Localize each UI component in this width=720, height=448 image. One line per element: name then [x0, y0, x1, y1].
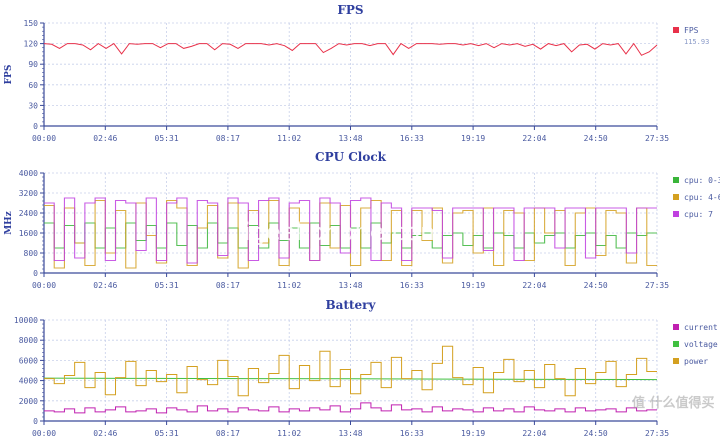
series-line-cpu-7	[44, 197, 657, 264]
x-tick-label: 19:19	[461, 134, 485, 143]
y-tick-label: 2400	[19, 209, 38, 218]
chart-title: Battery	[326, 298, 377, 312]
y-tick-label: 6000	[19, 356, 38, 365]
y-tick-label: 2000	[19, 397, 38, 406]
x-tick-label: 13:48	[338, 134, 362, 143]
x-tick-label: 16:33	[400, 134, 424, 143]
x-tick-label: 00:00	[32, 281, 56, 290]
watermark-corner: 值 什么值得买	[632, 396, 715, 411]
legend-swatch	[673, 324, 679, 330]
y-tick-label: 4000	[19, 169, 38, 178]
y-tick-label: 150	[24, 19, 39, 28]
chart-panel-cpu-clock: CPU Clock 0 800 1600 2400 3200 4000 00:00 02:46 0…	[4, 150, 720, 290]
legend-label: FPS	[684, 26, 699, 35]
x-tick-label: 19:19	[461, 281, 485, 290]
legend-swatch	[673, 27, 679, 33]
y-tick-label: 0	[33, 269, 38, 278]
x-tick-label: 16:33	[400, 429, 424, 438]
x-tick-label: 02:46	[93, 281, 117, 290]
legend-swatch	[673, 341, 679, 347]
chart-title: CPU Clock	[315, 150, 387, 164]
chart-title: FPS	[337, 3, 363, 17]
y-tick-label: 0	[33, 417, 38, 426]
legend-swatch	[673, 358, 679, 364]
x-tick-label: 27:35	[645, 134, 669, 143]
y-tick-label: 60	[28, 81, 38, 90]
x-tick-label: 22:04	[522, 429, 546, 438]
x-tick-label: 11:02	[277, 134, 301, 143]
watermark: igeekphone.com	[244, 218, 444, 246]
y-tick-label: 30	[28, 101, 38, 110]
x-tick-label: 22:04	[522, 281, 546, 290]
x-tick-label: 02:46	[93, 429, 117, 438]
x-tick-label: 19:19	[461, 429, 485, 438]
legend-label: power	[684, 357, 708, 366]
x-tick-label: 27:35	[645, 429, 669, 438]
x-tick-label: 05:31	[155, 429, 179, 438]
legend-swatch	[673, 194, 679, 200]
y-tick-label: 10000	[14, 316, 38, 325]
y-tick-label: 800	[24, 249, 39, 258]
legend-label: cpu: 7	[684, 210, 713, 219]
x-tick-label: 24:50	[584, 281, 608, 290]
y-tick-label: 1600	[19, 229, 38, 238]
x-tick-label: 22:04	[522, 134, 546, 143]
y-tick-label: 8000	[19, 336, 38, 345]
y-tick-label: 3200	[19, 189, 38, 198]
x-tick-label: 16:33	[400, 281, 424, 290]
series-line-current	[44, 402, 657, 414]
x-tick-label: 11:02	[277, 429, 301, 438]
x-tick-label: 08:17	[216, 429, 240, 438]
x-tick-label: 05:31	[155, 281, 179, 290]
chart-panel-battery: Battery 0 2000 4000 6000 8000 10000 00:00 02:46 0…	[14, 298, 718, 438]
legend-label: cpu: 4-6	[684, 193, 720, 202]
x-tick-label: 24:50	[584, 134, 608, 143]
x-tick-label: 11:02	[277, 281, 301, 290]
legend-label: current	[684, 323, 718, 332]
x-tick-label: 02:46	[93, 134, 117, 143]
y-axis-label: MHz	[4, 211, 14, 235]
y-tick-label: 4000	[19, 377, 38, 386]
x-tick-label: 08:17	[216, 134, 240, 143]
legend-swatch	[673, 211, 679, 217]
y-tick-label: 120	[24, 40, 39, 49]
y-tick-label: 90	[28, 60, 38, 69]
series-line-power	[44, 345, 657, 397]
x-tick-label: 13:48	[338, 281, 362, 290]
x-tick-label: 05:31	[155, 134, 179, 143]
x-tick-label: 24:50	[584, 429, 608, 438]
series-line-fps	[43, 42, 658, 56]
legend-swatch	[673, 177, 679, 183]
legend-label: voltage	[684, 340, 718, 349]
y-axis-label: FPS	[4, 65, 14, 85]
legend-value: 115.93	[684, 38, 709, 46]
x-tick-label: 00:00	[32, 134, 56, 143]
chart-panel-fps: FPS 0 30 60 90 120 150 00:00 02:46 05:31 08:17 11:0…	[4, 3, 709, 143]
legend-label: cpu: 0-3	[684, 176, 720, 185]
x-tick-label: 00:00	[32, 429, 56, 438]
x-tick-label: 27:35	[645, 281, 669, 290]
y-tick-label: 0	[33, 122, 38, 131]
x-tick-label: 13:48	[338, 429, 362, 438]
x-tick-label: 08:17	[216, 281, 240, 290]
